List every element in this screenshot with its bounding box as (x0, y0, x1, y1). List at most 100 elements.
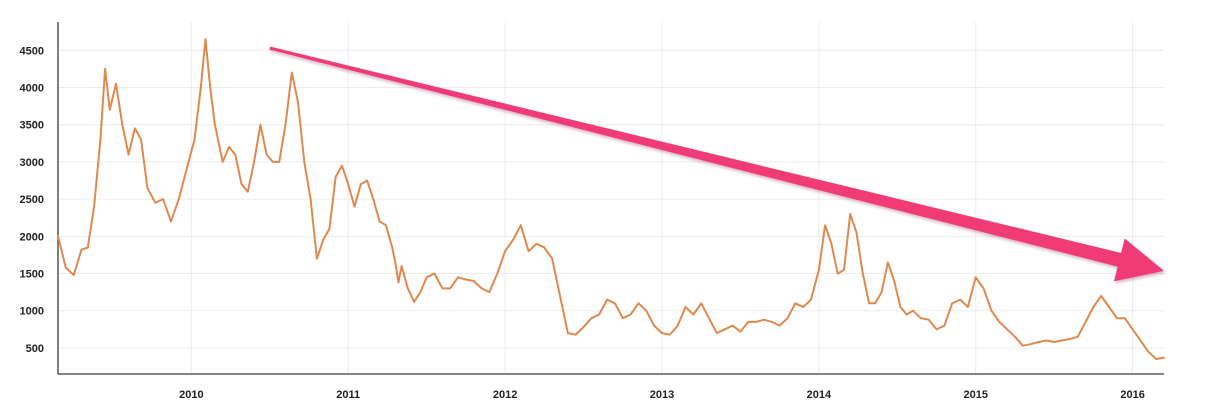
data-point (786, 317, 789, 320)
data-point (855, 231, 858, 234)
data-point (943, 324, 946, 327)
trend-arrow-annotation (269, 46, 1164, 282)
data-point (297, 101, 299, 104)
data-point (372, 198, 375, 200)
data-point (1147, 350, 1150, 353)
data-point (763, 318, 765, 321)
data-point (959, 298, 961, 301)
data-point (1053, 341, 1055, 343)
data-point (284, 123, 287, 126)
data-point (739, 330, 742, 333)
data-point (520, 224, 522, 226)
data-point (1131, 328, 1134, 331)
data-point (559, 295, 561, 297)
data-point (449, 287, 452, 290)
data-point (982, 287, 985, 290)
data-point (93, 205, 95, 208)
data-point (893, 280, 895, 282)
data-point (72, 274, 75, 276)
data-point (606, 298, 608, 301)
data-point (65, 266, 67, 269)
data-point (830, 243, 833, 245)
data-point (228, 146, 230, 148)
data-point (810, 298, 812, 301)
x-tick-label: 2010 (179, 389, 203, 401)
data-point (185, 168, 188, 171)
data-point (661, 332, 663, 334)
data-point (480, 287, 483, 290)
data-point (265, 153, 268, 156)
y-tick-label: 4000 (20, 82, 44, 94)
data-point (425, 276, 428, 279)
data-point (755, 321, 757, 323)
data-point (951, 302, 953, 305)
data-point (574, 333, 577, 336)
data-point (1006, 328, 1008, 331)
data-point (121, 123, 124, 126)
data-point (920, 317, 922, 320)
data-point (935, 328, 938, 331)
x-tick-label: 2014 (807, 389, 832, 401)
data-point (1014, 336, 1016, 338)
data-point (115, 83, 117, 85)
data-point (204, 38, 207, 40)
data-point (209, 86, 211, 89)
data-point (253, 161, 255, 163)
data-point (488, 291, 491, 293)
data-point (794, 302, 797, 305)
data-point (1116, 317, 1118, 320)
data-point (1139, 339, 1142, 342)
data-point (240, 183, 243, 185)
data-point (221, 161, 224, 163)
data-point (397, 281, 400, 284)
data-point (1069, 338, 1071, 340)
data-point (684, 306, 687, 308)
data-point (154, 202, 157, 204)
data-point (413, 301, 415, 303)
data-point (818, 269, 820, 271)
data-point (862, 272, 864, 275)
data-point (880, 291, 883, 293)
x-tick-label: 2016 (1120, 389, 1144, 401)
data-point (653, 324, 655, 327)
data-point (676, 324, 679, 327)
data-point (836, 272, 839, 275)
data-point (391, 246, 394, 249)
data-point (1029, 343, 1032, 346)
data-point (551, 257, 553, 260)
data-point (527, 250, 530, 252)
data-point (162, 198, 164, 200)
data-point (905, 313, 908, 316)
data-point (824, 224, 826, 226)
data-point (496, 272, 499, 275)
data-point (512, 239, 514, 241)
data-point (1163, 356, 1165, 359)
data-point (178, 198, 180, 200)
data-point (457, 276, 459, 279)
data-point (316, 257, 318, 260)
data-point (278, 161, 281, 163)
x-tick-label: 2013 (650, 389, 674, 401)
data-point (598, 313, 600, 316)
y-tick-label: 500 (26, 343, 44, 355)
data-point (868, 302, 870, 305)
data-point (1037, 341, 1040, 343)
data-point (567, 332, 569, 334)
data-point (504, 250, 506, 252)
data-point (385, 224, 387, 226)
data-point (645, 309, 648, 312)
data-point (1045, 339, 1048, 342)
data-point (692, 313, 695, 316)
data-point (366, 179, 368, 182)
data-point (465, 278, 467, 281)
data-point (614, 302, 616, 305)
data-point (778, 324, 781, 327)
data-point (1100, 295, 1102, 297)
data-point (109, 109, 111, 111)
data-point (419, 291, 422, 293)
data-point (1061, 339, 1063, 342)
data-point (535, 243, 538, 245)
data-point (802, 306, 804, 308)
